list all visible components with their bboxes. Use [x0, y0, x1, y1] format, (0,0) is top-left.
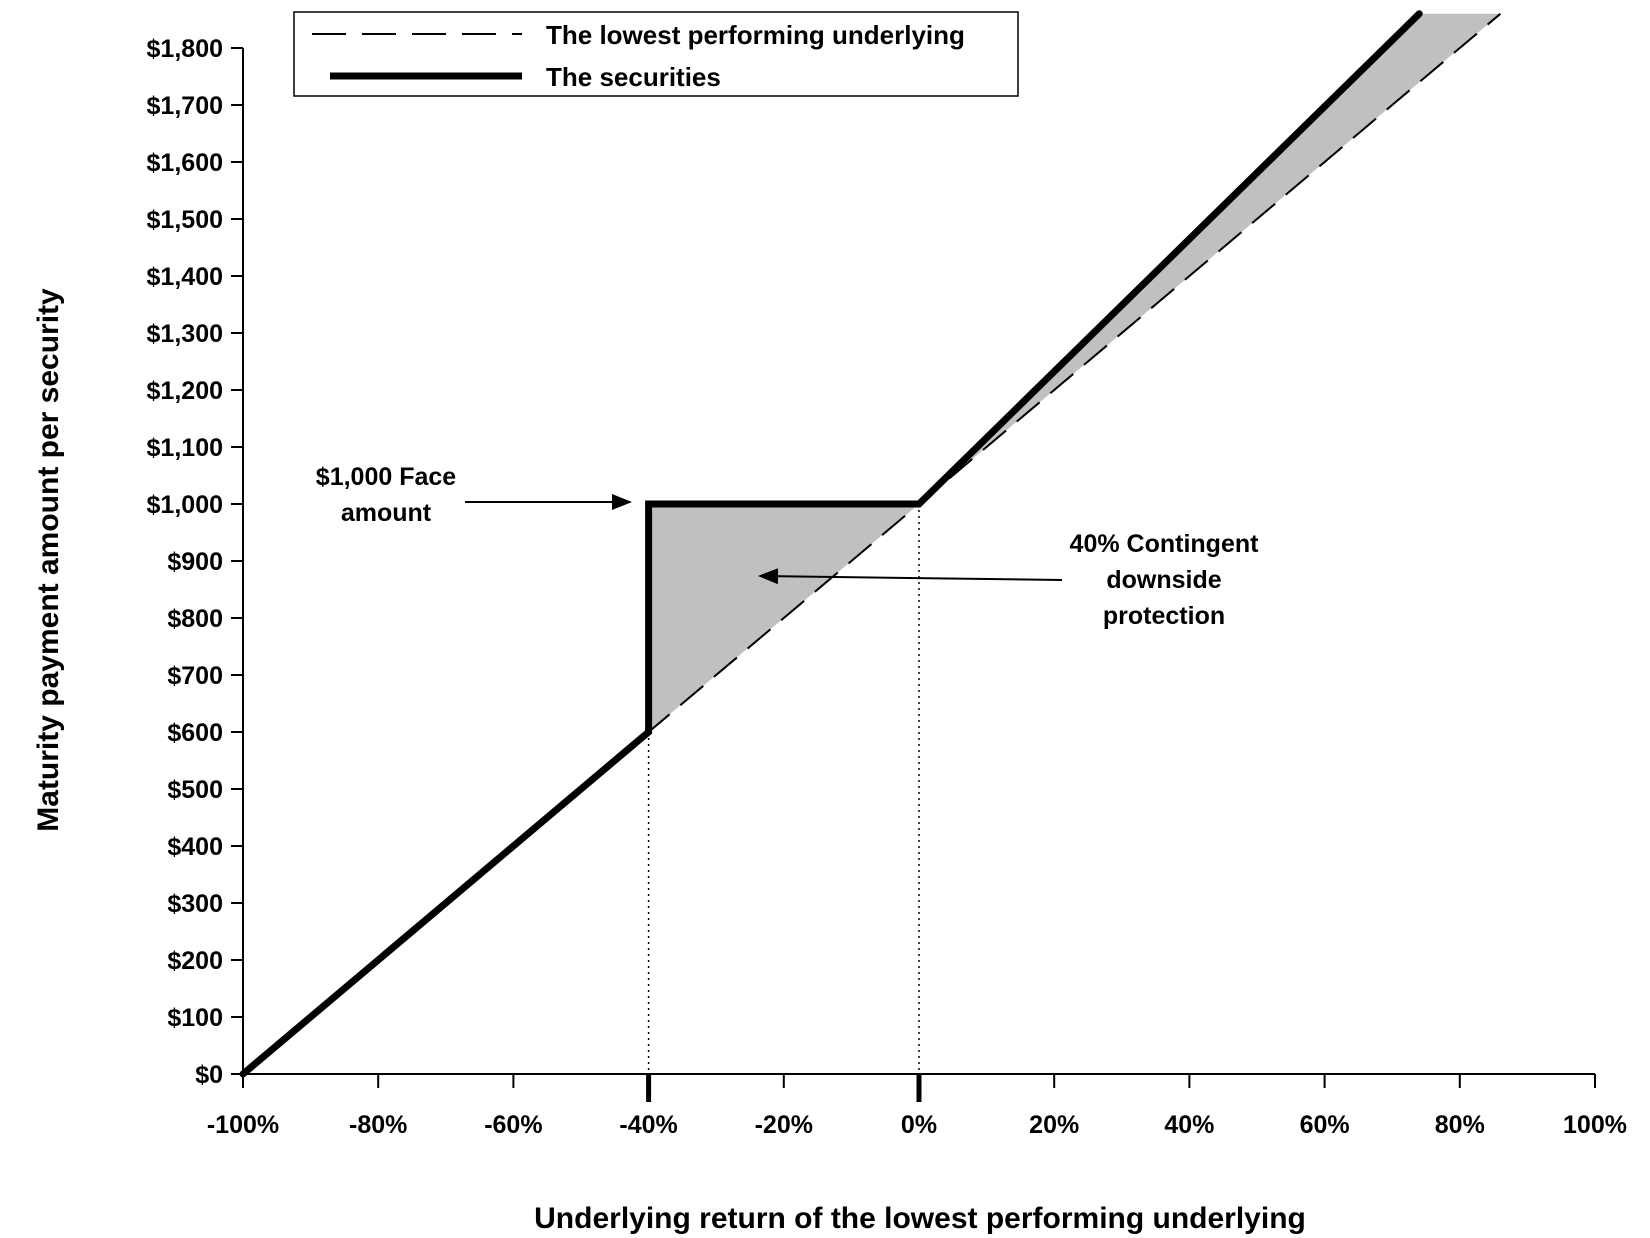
x-tick-label: 100%: [1563, 1111, 1627, 1139]
y-tick-label: $1,500: [147, 206, 223, 234]
y-tick-label: $800: [167, 605, 223, 633]
y-tick-label: $1,400: [147, 263, 223, 291]
y-axis-title: Maturity payment amount per security: [32, 288, 65, 832]
y-tick-label: $100: [167, 1004, 223, 1032]
y-tick-label: $600: [167, 719, 223, 747]
x-axis-ticks: -100% -80% -60% -40% -20% 0% 20% 40% 60% 80% 100%: [207, 1074, 1627, 1139]
x-tick-label: -40%: [619, 1111, 677, 1139]
x-tick-label: -100%: [207, 1111, 279, 1139]
annotation-face-line-2: amount: [341, 499, 432, 527]
y-tick-label: $700: [167, 662, 223, 690]
legend-label-underlying: The lowest performing underlying: [546, 20, 965, 50]
annotation-protection-line-3: protection: [1103, 602, 1225, 630]
series-line-1: [239, 10, 1423, 1078]
y-tick-label: $500: [167, 776, 223, 804]
x-tick-label: -20%: [755, 1111, 813, 1139]
annotation-protection-arrow: [758, 568, 1063, 585]
y-tick-label: $1,800: [147, 35, 223, 63]
y-tick-label: $1,600: [147, 149, 223, 177]
y-tick-label: $1,700: [147, 92, 223, 120]
x-tick-label: 0%: [901, 1111, 937, 1139]
y-axis-ticks: $0 $100 $200 $300 $400 $500 $600 $700 $800 $900 $1…: [147, 35, 243, 1089]
annotation-face-line-1: $1,000 Face: [316, 463, 456, 491]
legend-label-securities: The securities: [546, 62, 721, 92]
x-tick-label: 80%: [1435, 1111, 1485, 1139]
y-tick-label: $400: [167, 833, 223, 861]
legend-box: [293, 11, 1019, 97]
x-tick-label: 60%: [1300, 1111, 1350, 1139]
y-tick-label: $1,200: [147, 377, 223, 405]
y-tick-label: $1,300: [147, 320, 223, 348]
annotation-face-amount: $1,000 Face amount: [316, 463, 632, 527]
y-tick-label: $0: [195, 1061, 223, 1089]
x-tick-label: -60%: [484, 1111, 542, 1139]
y-tick-label: $1,000: [147, 491, 223, 519]
y-tick-label: $200: [167, 947, 223, 975]
series-lines: [239, 10, 1502, 1078]
x-tick-label: -80%: [349, 1111, 407, 1139]
annotation-downside-protection: 40% Contingent downside protection: [758, 530, 1260, 630]
x-tick-label: 20%: [1029, 1111, 1079, 1139]
legend: The lowest performing underlying The sec…: [293, 11, 1019, 97]
x-axis-title: Underlying return of the lowest performi…: [534, 1202, 1306, 1235]
y-tick-label: $300: [167, 890, 223, 918]
reference-lines: [647, 504, 920, 1074]
y-tick-label: $1,100: [147, 434, 223, 462]
annotation-protection-line-1: 40% Contingent: [1070, 530, 1260, 558]
x-tick-label: 40%: [1164, 1111, 1214, 1139]
y-tick-label: $900: [167, 548, 223, 576]
annotation-protection-line-2: downside: [1106, 566, 1221, 594]
